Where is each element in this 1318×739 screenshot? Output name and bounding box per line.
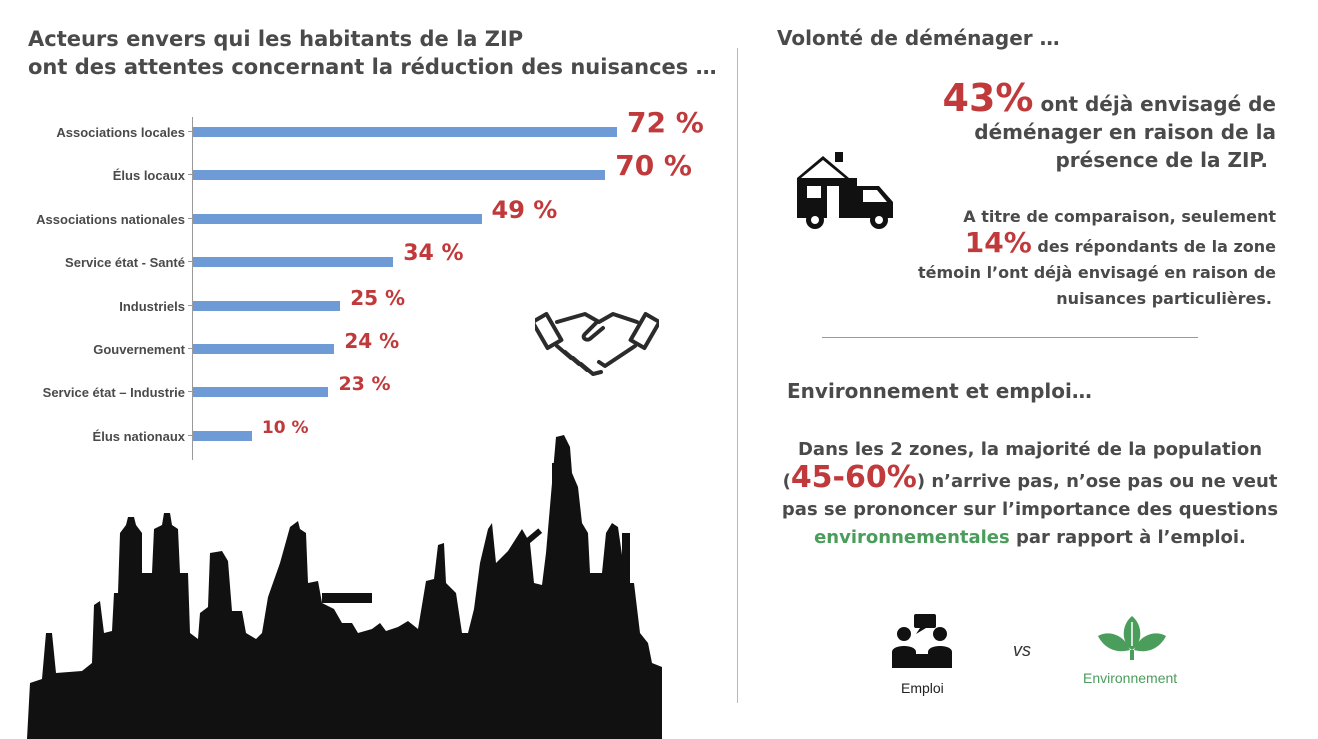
industrial-skyline [27, 435, 662, 739]
axis-tick [188, 217, 192, 219]
stat-45-60-value: 45-60% [790, 460, 917, 495]
stat-14-value: 14% [964, 226, 1032, 259]
axis-tick [188, 261, 192, 263]
para-line2: ) n’arrive pas, n’ose pas ou ne veut [916, 471, 1278, 492]
para-line3: pas se prononcer sur l’importance des qu… [781, 499, 1279, 520]
y-axis-line [192, 117, 193, 460]
comparison-text-b: des répondants de la zone [1031, 237, 1276, 256]
stat-43-value: 43% [942, 76, 1034, 120]
bar [193, 387, 329, 398]
value-label: 72 % [627, 106, 704, 139]
bar [193, 430, 252, 441]
category-label: Associations nationales [36, 211, 185, 227]
vertical-divider [737, 48, 738, 703]
bar [193, 213, 482, 224]
comparison-block: A titre de comparaison, seulement 14% de… [918, 204, 1276, 312]
value-label: 23 % [338, 373, 391, 396]
category-label: Industriels [119, 298, 185, 314]
env-paragraph: Dans les 2 zones, la majorité de la popu… [760, 436, 1300, 552]
para-green: environnementales [814, 527, 1010, 548]
para-open: ( [782, 471, 791, 492]
category-label: Service état - Santé [65, 255, 185, 271]
value-label: 70 % [615, 149, 692, 183]
stat-43-text-a: ont déjà envisagé de [1033, 92, 1276, 116]
category-label: Élus nationaux [92, 428, 185, 444]
para-line1: Dans les 2 zones, la majorité de la popu… [797, 439, 1263, 460]
moving-truck-icon [797, 152, 893, 229]
category-label: Service état – Industrie [42, 385, 185, 401]
para-line4: par rapport à l’emploi. [1009, 527, 1246, 548]
value-label: 49 % [491, 195, 558, 224]
axis-tick [188, 174, 192, 176]
leaf-icon [1098, 616, 1166, 660]
comparison-text-c: témoin l’ont déjà envisagé en raison de [917, 263, 1276, 282]
axis-tick [188, 304, 192, 306]
people-meeting-icon [892, 614, 952, 668]
category-label: Associations locales [56, 125, 185, 140]
category-label: Gouvernement [93, 342, 185, 357]
bar [193, 344, 335, 354]
bar [193, 170, 606, 181]
chart-title-line2: ont des attentes concernant la réduction… [28, 55, 717, 79]
bar [193, 127, 617, 137]
category-label: Élus locaux [112, 168, 185, 184]
horizontal-divider [822, 337, 1198, 338]
bar [193, 300, 341, 311]
value-label: 10 % [261, 418, 309, 439]
comparison-text-d: nuisances particulières. [1056, 289, 1272, 308]
axis-tick [188, 131, 192, 132]
stat-43-block: 43% ont déjà envisagé de déménager en ra… [943, 79, 1276, 174]
stat-43-text-c: présence de la ZIP. [1055, 148, 1268, 172]
stat-43-text-b: déménager en raison de la [974, 120, 1276, 144]
bar [193, 257, 394, 268]
emploi-label: Emploi [901, 680, 944, 696]
section-title-demenager: Volonté de déménager … [777, 26, 1060, 50]
axis-tick [188, 434, 192, 436]
comparison-text-a: A titre de comparaison, seulement [963, 207, 1276, 226]
chart-title: Acteurs envers qui les habitants de la Z… [28, 25, 717, 81]
chart-title-line1: Acteurs envers qui les habitants de la Z… [28, 27, 524, 51]
vs-label: vs [1013, 640, 1031, 660]
environnement-label: Environnement [1083, 670, 1178, 686]
axis-tick [188, 348, 192, 349]
value-label: 24 % [344, 329, 400, 353]
value-label: 34 % [403, 240, 464, 266]
axis-tick [188, 391, 192, 393]
value-label: 25 % [350, 285, 406, 310]
section-title-environnement: Environnement et emploi… [787, 379, 1092, 403]
handshake-icon [535, 312, 659, 376]
